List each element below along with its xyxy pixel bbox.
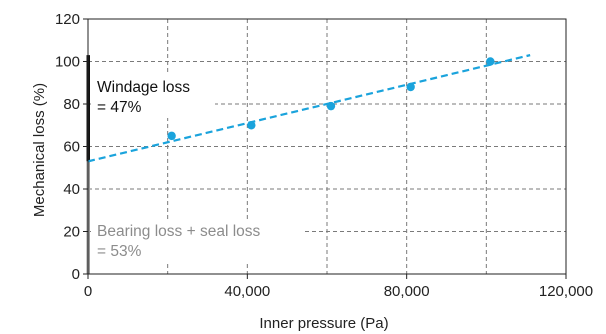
y-tick-label-4: 80 bbox=[63, 96, 80, 113]
x-axis-label: Inner pressure (Pa) bbox=[259, 315, 388, 332]
data-point-0-4 bbox=[486, 57, 495, 66]
annotation-bearing-line2: = 53% bbox=[97, 243, 142, 260]
y-tick-labels: 0 20 40 60 80 100 120 bbox=[55, 11, 80, 283]
axes bbox=[83, 18, 567, 279]
data-point-0-1 bbox=[247, 121, 256, 130]
trend-line-group bbox=[87, 54, 531, 163]
annotation-windage-line1: Windage loss bbox=[97, 79, 190, 96]
y-tick-label-3: 60 bbox=[63, 139, 80, 156]
data-points bbox=[167, 57, 495, 141]
annotation-windage: Windage loss = 47% bbox=[91, 74, 215, 118]
x-tick-labels: 0 40,000 80,000 120,000 bbox=[84, 283, 593, 300]
y-tick-label-0: 0 bbox=[72, 266, 80, 283]
trend-line bbox=[87, 54, 531, 163]
y-tick-label-5: 100 bbox=[55, 54, 80, 71]
data-point-0-0 bbox=[167, 131, 176, 141]
data-point-0-3 bbox=[406, 82, 415, 92]
annotation-bearing-line1: Bearing loss + seal loss bbox=[97, 223, 261, 240]
annotation-bearing-seal: Bearing loss + seal loss = 53% bbox=[91, 219, 305, 263]
x-tick-label-2: 80,000 bbox=[384, 283, 430, 300]
data-point-0-2 bbox=[326, 101, 336, 111]
y-tick-label-2: 40 bbox=[63, 181, 80, 198]
x-tick-label-1: 40,000 bbox=[224, 283, 270, 300]
y-tick-label-1: 20 bbox=[63, 224, 80, 241]
x-tick-label-3: 120,000 bbox=[539, 283, 593, 300]
y-axis-label: Mechanical loss (%) bbox=[31, 83, 48, 217]
annotation-windage-line2: = 47% bbox=[97, 99, 142, 116]
y-tick-label-6: 120 bbox=[55, 11, 80, 28]
x-tick-label-0: 0 bbox=[84, 283, 92, 300]
